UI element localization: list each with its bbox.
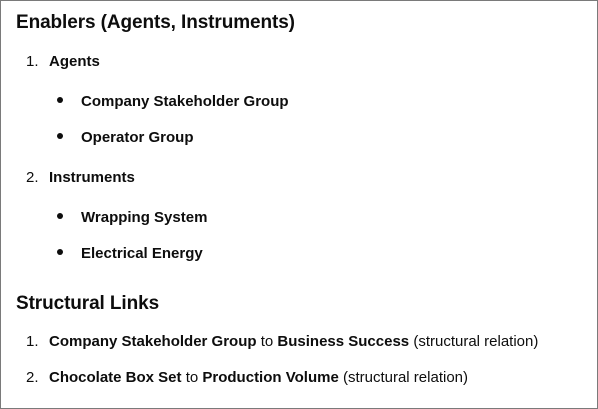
list-item: Electrical Energy <box>57 245 203 262</box>
enabler-label: Instruments <box>49 169 135 186</box>
link-target: Production Volume <box>202 369 338 386</box>
section-heading-enablers: Enablers (Agents, Instruments) <box>16 12 295 34</box>
enabler-item-agents: 1. Agents <box>26 53 100 70</box>
enabler-label: Agents <box>49 53 100 70</box>
list-item: Wrapping System <box>57 209 207 226</box>
enabler-item-instruments: 2. Instruments <box>26 169 135 186</box>
bullet-icon <box>57 249 63 255</box>
structural-link-item: 1. Company Stakeholder Group to Business … <box>26 333 538 350</box>
bullet-icon <box>57 213 63 219</box>
list-number: 2. <box>26 169 49 186</box>
link-source: Chocolate Box Set <box>49 369 182 386</box>
link-target: Business Success <box>277 333 409 350</box>
structural-link-item: 2. Chocolate Box Set to Production Volume… <box>26 369 468 386</box>
agent-name: Company Stakeholder Group <box>81 93 289 110</box>
link-connector: to <box>182 369 203 386</box>
instrument-name: Wrapping System <box>81 209 207 226</box>
bullet-icon <box>57 97 63 103</box>
link-source: Company Stakeholder Group <box>49 333 257 350</box>
list-number: 1. <box>26 333 49 350</box>
link-relation: (structural relation) <box>409 333 538 350</box>
list-number: 1. <box>26 53 49 70</box>
list-number: 2. <box>26 369 49 386</box>
link-connector: to <box>257 333 278 350</box>
agent-name: Operator Group <box>81 129 194 146</box>
bullet-icon <box>57 133 63 139</box>
instrument-name: Electrical Energy <box>81 245 203 262</box>
section-heading-structural-links: Structural Links <box>16 293 159 315</box>
list-item: Company Stakeholder Group <box>57 93 289 110</box>
link-relation: (structural relation) <box>339 369 468 386</box>
list-item: Operator Group <box>57 129 194 146</box>
